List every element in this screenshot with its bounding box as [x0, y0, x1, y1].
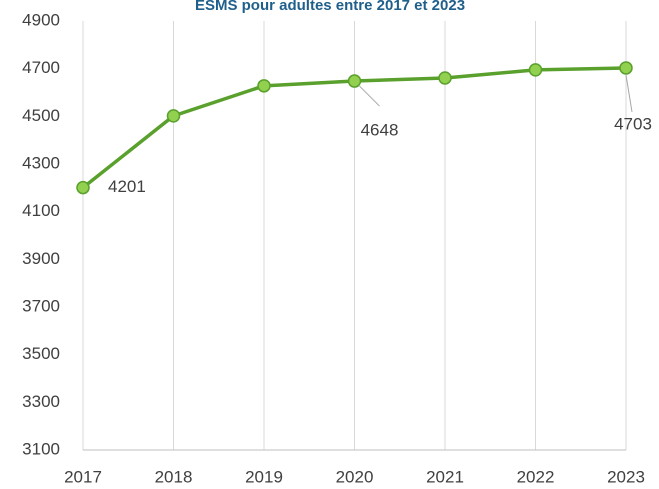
marker — [347, 74, 362, 88]
y-tick-label: 4900 — [22, 10, 60, 29]
x-tick-label: 2020 — [336, 467, 374, 486]
marker — [166, 109, 181, 123]
marker — [76, 180, 90, 195]
marker — [438, 71, 452, 85]
chart-title: ESMS pour adultes entre 2017 et 2023 — [195, 0, 465, 14]
marker — [619, 61, 633, 75]
data-label: 4648 — [361, 121, 399, 140]
x-tick-label: 2017 — [64, 467, 102, 486]
y-tick-label: 3300 — [22, 392, 60, 411]
x-tick-label: 2022 — [517, 467, 555, 486]
x-tick-label: 2019 — [245, 467, 283, 486]
y-tick-label: 4700 — [22, 58, 60, 77]
y-tick-label: 3700 — [22, 296, 60, 315]
y-tick-label: 4500 — [22, 106, 60, 125]
y-tick-label: 4100 — [22, 201, 60, 220]
marker — [528, 63, 543, 77]
y-tick-label: 3100 — [22, 439, 60, 458]
y-tick-label: 4300 — [22, 153, 60, 172]
x-tick-label: 2018 — [155, 467, 193, 486]
y-tick-label: 3500 — [22, 344, 60, 363]
leader-line — [625, 74, 633, 113]
x-tick-label: 2021 — [426, 467, 464, 486]
x-tick-label: 2023 — [607, 467, 645, 486]
marker — [257, 79, 271, 93]
data-label: 4201 — [108, 177, 146, 196]
y-tick-label: 3900 — [22, 249, 60, 268]
leader-line — [359, 85, 380, 107]
data-label: 4703 — [614, 114, 652, 133]
